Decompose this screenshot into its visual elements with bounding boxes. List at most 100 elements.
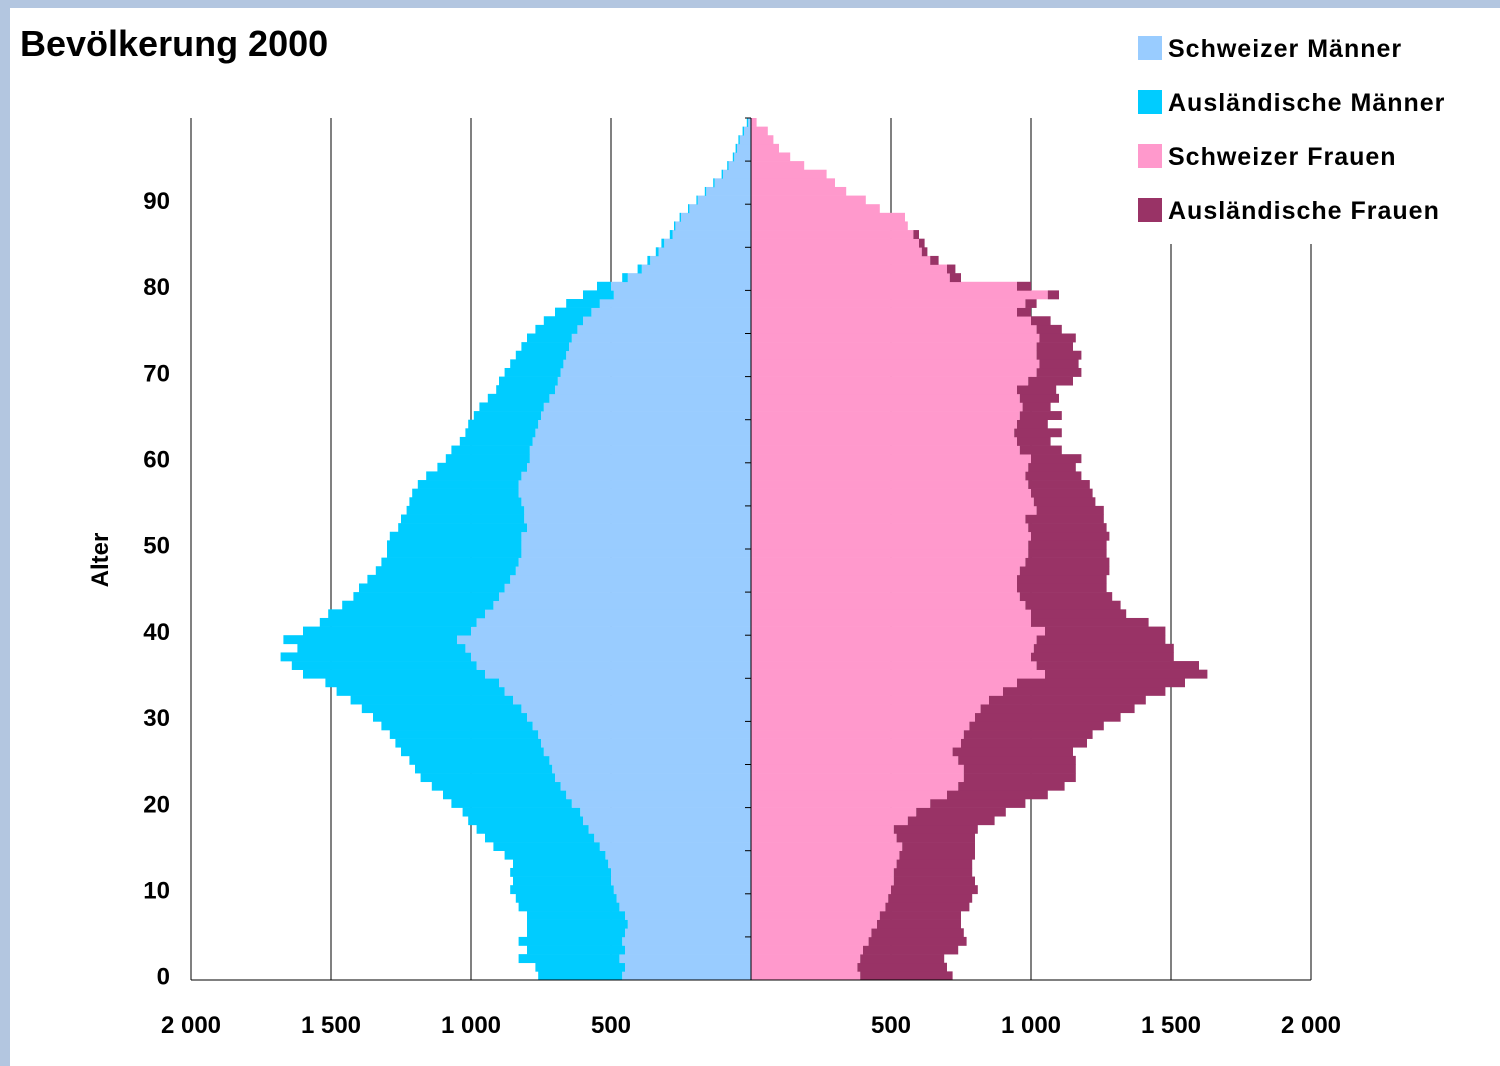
bar-auslaendische-maenner — [381, 557, 519, 567]
bar-schweizer-frauen — [751, 161, 805, 171]
bar-auslaendische-maenner — [353, 592, 499, 602]
bar-schweizer-maenner — [571, 333, 751, 343]
bar-schweizer-maenner — [706, 186, 751, 196]
bar-auslaendische-frauen — [1014, 428, 1062, 438]
bar-auslaendische-frauen — [893, 876, 975, 886]
bar-auslaendische-maenner — [732, 152, 735, 162]
bar-schweizer-frauen — [751, 169, 827, 179]
bar-auslaendische-maenner — [727, 161, 729, 171]
bar-auslaendische-frauen — [947, 264, 956, 274]
bar-auslaendische-frauen — [1031, 454, 1082, 464]
bar-auslaendische-frauen — [958, 781, 1065, 791]
bar-auslaendische-maenner — [538, 971, 623, 981]
bar-auslaendische-maenner — [426, 471, 522, 481]
bar-schweizer-maenner — [622, 936, 751, 946]
bar-schweizer-frauen — [751, 238, 919, 248]
bar-schweizer-frauen — [751, 902, 886, 912]
bar-schweizer-frauen — [751, 566, 1020, 576]
bar-schweizer-frauen — [751, 798, 931, 808]
bar-auslaendische-frauen — [1017, 583, 1107, 593]
bar-auslaendische-maenner — [401, 514, 525, 524]
bar-auslaendische-maenner — [283, 635, 457, 645]
x-tick-label: 2 000 — [1281, 1012, 1341, 1039]
bar-schweizer-frauen — [751, 480, 1029, 489]
bar-auslaendische-frauen — [902, 842, 975, 851]
bar-schweizer-maenner — [737, 143, 751, 153]
bar-schweizer-frauen — [751, 686, 1003, 696]
bar-schweizer-frauen — [751, 221, 908, 231]
bar-schweizer-frauen — [751, 945, 863, 955]
bar-schweizer-maenner — [734, 152, 751, 162]
legend-label: Ausländische Männer — [1168, 89, 1445, 117]
bar-schweizer-frauen — [751, 592, 1020, 602]
bar-schweizer-frauen — [751, 954, 861, 964]
bar-auslaendische-frauen — [1025, 600, 1121, 610]
bar-schweizer-frauen — [751, 919, 877, 929]
bar-auslaendische-maenner — [527, 911, 625, 920]
x-tick-label: 1 000 — [441, 1012, 501, 1039]
bar-auslaendische-maenner — [303, 669, 485, 679]
chart-frame: Bevölkerung 2000 2 000 1 500 1 000 500 500 1 … — [10, 8, 1500, 1066]
bar-auslaendische-frauen — [877, 919, 961, 929]
legend-swatch — [1138, 198, 1162, 222]
bar-auslaendische-frauen — [961, 738, 1087, 748]
bar-schweizer-frauen — [751, 704, 981, 714]
bar-auslaendische-frauen — [893, 867, 973, 877]
bar-auslaendische-frauen — [1036, 350, 1082, 360]
bar-schweizer-frauen — [751, 738, 961, 748]
bar-auslaendische-maenner — [401, 747, 544, 757]
bar-auslaendische-maenner — [367, 574, 511, 584]
bar-auslaendische-maenner — [468, 419, 539, 429]
bar-auslaendische-frauen — [1033, 643, 1174, 653]
bar-auslaendische-maenner — [406, 505, 525, 515]
bar-schweizer-frauen — [751, 574, 1017, 584]
bar-auslaendische-maenner — [487, 393, 550, 403]
bar-auslaendische-maenner — [510, 867, 611, 877]
bar-schweizer-maenner — [535, 428, 751, 438]
bar-auslaendische-frauen — [868, 936, 967, 946]
bar-schweizer-frauen — [751, 324, 1037, 334]
bar-schweizer-maenner — [538, 419, 751, 429]
bar-auslaendische-frauen — [1019, 393, 1059, 403]
bar-schweizer-frauen — [751, 867, 894, 877]
bar-auslaendische-frauen — [1019, 411, 1062, 420]
bar-schweizer-maenner — [527, 462, 751, 472]
bar-schweizer-maenner — [518, 557, 751, 567]
y-tick-label: 10 — [143, 877, 170, 904]
bar-auslaendische-maenner — [738, 135, 740, 145]
bar-auslaendische-maenner — [342, 600, 494, 610]
bar-auslaendische-maenner — [479, 402, 544, 412]
bar-schweizer-frauen — [751, 816, 908, 826]
bar-auslaendische-maenner — [513, 876, 611, 886]
bar-auslaendische-maenner — [387, 540, 522, 550]
bar-auslaendische-maenner — [415, 764, 553, 774]
bar-schweizer-frauen — [751, 428, 1015, 438]
bar-schweizer-maenner — [527, 712, 751, 722]
y-tick-label: 80 — [143, 274, 170, 301]
bar-auslaendische-frauen — [975, 712, 1121, 722]
bar-schweizer-maenner — [599, 842, 751, 851]
bar-schweizer-frauen — [751, 143, 779, 153]
bar-schweizer-frauen — [751, 893, 889, 903]
bar-schweizer-maenner — [658, 247, 751, 257]
bar-auslaendische-frauen — [1036, 505, 1104, 515]
bar-schweizer-maenner — [527, 523, 751, 533]
bar-schweizer-frauen — [751, 264, 947, 274]
bar-auslaendische-frauen — [1033, 497, 1096, 507]
bar-schweizer-frauen — [751, 402, 1023, 412]
bar-auslaendische-frauen — [1028, 549, 1107, 558]
y-tick-label: 60 — [143, 446, 170, 473]
bar-auslaendische-frauen — [1028, 523, 1107, 533]
bar-schweizer-maenner — [605, 850, 751, 860]
bar-auslaendische-maenner — [389, 531, 522, 541]
bar-auslaendische-maenner — [515, 350, 567, 360]
bar-auslaendische-maenner — [647, 255, 651, 265]
bar-auslaendische-maenner — [280, 652, 471, 662]
bar-auslaendische-maenner — [387, 549, 522, 558]
bar-schweizer-frauen — [751, 126, 768, 136]
bar-auslaendische-maenner — [535, 962, 625, 972]
bar-auslaendische-maenner — [510, 885, 614, 895]
bar-auslaendische-frauen — [949, 273, 961, 283]
bar-auslaendische-maenner — [527, 928, 625, 938]
bar-schweizer-frauen — [751, 350, 1037, 360]
